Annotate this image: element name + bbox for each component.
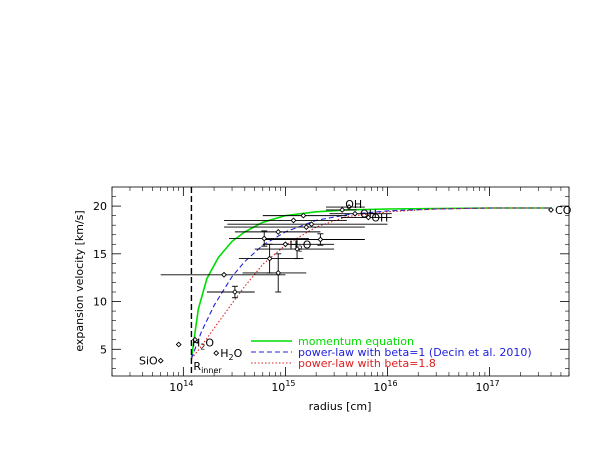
r-inner-marker: Rinner xyxy=(190,187,222,376)
point-annotation: CO xyxy=(555,204,572,217)
point-annotation: H2O xyxy=(289,238,311,253)
x-tick-label: 1017 xyxy=(475,379,499,394)
x-tick-label: 1014 xyxy=(169,379,193,394)
legend-label: power-law with beta=1.8 xyxy=(298,357,436,370)
data-point xyxy=(365,214,372,221)
x-tick-label: 1016 xyxy=(373,379,397,394)
y-tick-labels: 5 10 15 20 xyxy=(93,200,107,356)
data-point xyxy=(261,235,268,242)
point-annotation: H2O xyxy=(192,337,214,352)
data-point xyxy=(282,241,289,248)
data-point xyxy=(352,210,358,217)
point-annotation: SiO xyxy=(139,355,158,368)
x-axis-label: radius [cm] xyxy=(309,400,372,413)
data-point xyxy=(290,217,297,224)
data-point xyxy=(303,224,310,231)
data-point xyxy=(213,350,220,357)
data-point xyxy=(231,289,238,295)
data-point xyxy=(548,206,554,213)
data-points xyxy=(157,204,554,364)
point-annotation: OH xyxy=(371,212,388,225)
r-inner-label: Rinner xyxy=(193,360,222,375)
y-tick-label: 15 xyxy=(93,248,107,261)
data-point xyxy=(308,221,315,228)
data-point xyxy=(275,269,282,276)
x-tick-labels: 1014 1015 1016 1017 xyxy=(169,379,499,394)
data-point xyxy=(346,204,352,210)
y-tick-label: 5 xyxy=(100,343,107,356)
y-tick-label: 20 xyxy=(93,200,107,213)
point-annotation: OH xyxy=(360,208,377,221)
data-point xyxy=(157,357,164,364)
plot-frame xyxy=(111,186,570,377)
data-point xyxy=(175,341,182,348)
data-point xyxy=(294,246,301,252)
data-point xyxy=(339,206,346,213)
error-bars xyxy=(160,206,392,299)
axis-ticks xyxy=(111,187,570,376)
data-point xyxy=(192,336,198,343)
data-point xyxy=(275,228,282,235)
y-axis-label: expansion velocity [km/s] xyxy=(73,210,86,351)
point-annotation: OH xyxy=(345,198,362,211)
legend-label: power-law with beta=1 (Decin et al. 2010… xyxy=(298,346,532,359)
data-point xyxy=(221,271,227,278)
data-point xyxy=(300,212,307,219)
data-point xyxy=(266,255,273,262)
legend-label: momentum equation xyxy=(298,335,414,348)
x-tick-label: 1015 xyxy=(271,379,295,394)
y-tick-label: 10 xyxy=(93,296,107,309)
point-annotation: H2O xyxy=(220,347,242,362)
data-point xyxy=(317,236,324,243)
